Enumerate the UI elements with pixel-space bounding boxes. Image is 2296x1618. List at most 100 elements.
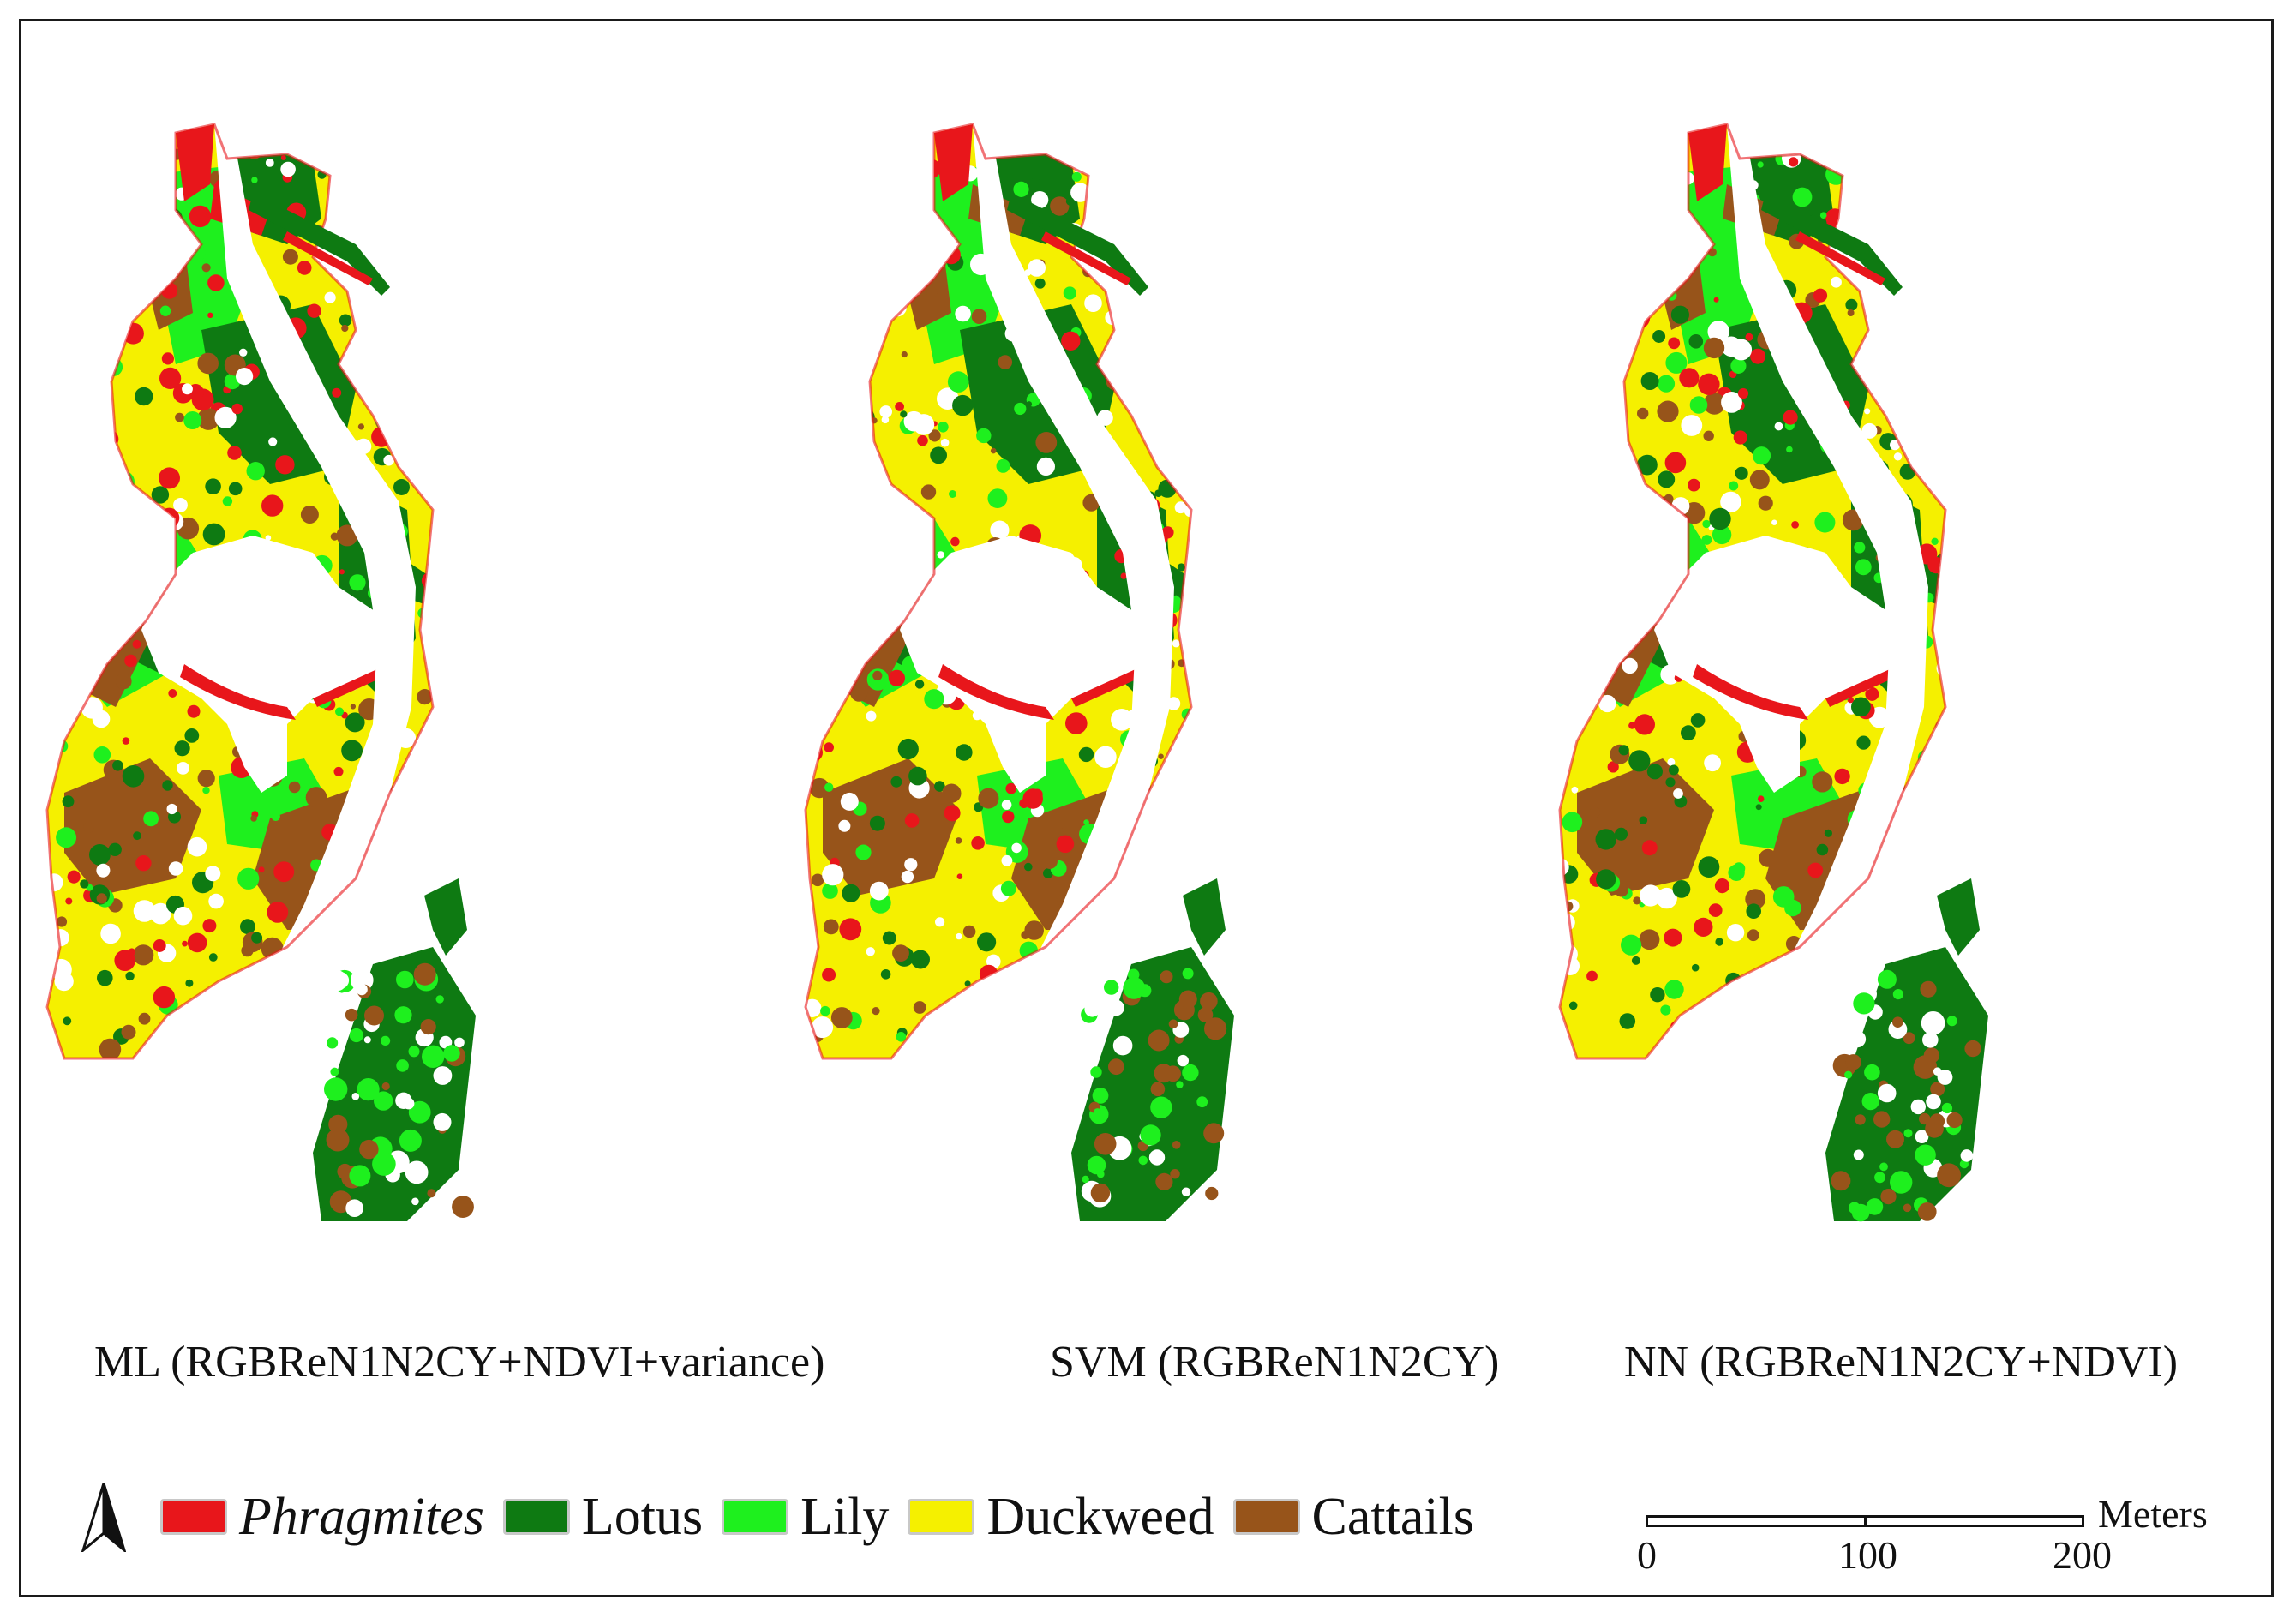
- map-speckle: [197, 408, 219, 430]
- map-speckle: [850, 684, 868, 702]
- map-speckle: [950, 536, 960, 547]
- map-speckle: [135, 855, 152, 872]
- map-speckle: [1647, 247, 1668, 267]
- map-speckle: [869, 587, 878, 597]
- map-speckle: [1638, 624, 1647, 633]
- map-speckle: [1886, 1130, 1904, 1148]
- map-speckle: [1641, 840, 1658, 856]
- phragmites-fringe: [938, 664, 1054, 720]
- map-speckle: [326, 970, 347, 992]
- map-speckle: [1663, 196, 1670, 204]
- map-speckle: [1853, 992, 1875, 1015]
- map-speckle: [1193, 249, 1203, 260]
- map-speckle: [1560, 944, 1578, 965]
- map-speckle: [122, 765, 145, 788]
- legend-item-lotus: Lotus: [502, 1487, 703, 1548]
- map-speckle: [1154, 1064, 1173, 1083]
- legend-item-cattails: Cattails: [1232, 1487, 1474, 1548]
- map-speckle: [1150, 1096, 1172, 1118]
- map-speckle: [906, 159, 919, 172]
- map-speckle: [47, 541, 59, 554]
- map-speckle: [815, 629, 823, 637]
- map-speckle: [328, 1114, 348, 1134]
- map-speckle: [1920, 279, 1941, 301]
- map-speckle: [1713, 297, 1719, 303]
- map-speckle: [414, 335, 433, 356]
- scale-bar-track: [1646, 1515, 2084, 1527]
- map-speckle: [323, 1011, 339, 1028]
- map-speckle: [1897, 129, 1912, 145]
- map-speckle: [1648, 564, 1665, 580]
- map-speckle: [1937, 1163, 1961, 1188]
- map-speckle: [1745, 889, 1766, 909]
- map-speckle: [1070, 183, 1090, 202]
- classification-map: [1558, 123, 1988, 1222]
- map-speckle: [1703, 393, 1725, 415]
- map-speckle: [1728, 1045, 1743, 1058]
- map-speckle: [418, 140, 424, 146]
- map-speckle: [1792, 187, 1813, 207]
- map-speckle: [392, 321, 405, 335]
- map-speckle: [138, 1012, 151, 1025]
- map-speckle: [128, 948, 136, 956]
- map-speckle: [1590, 470, 1603, 483]
- map-speckle: [1916, 320, 1924, 327]
- map-speckle: [1652, 330, 1666, 343]
- map-speckle: [1639, 929, 1660, 950]
- map-speckle: [149, 211, 159, 221]
- map-speckle: [115, 673, 132, 690]
- map-speckle: [1755, 804, 1762, 811]
- map-speckle: [866, 179, 880, 192]
- map-speckle: [1951, 130, 1956, 135]
- legend-label-lily: Lily: [800, 1487, 890, 1546]
- map-speckle: [143, 811, 159, 827]
- map-speckle: [274, 1027, 291, 1044]
- map-speckle: [427, 410, 433, 430]
- map-panel-svm: [788, 107, 1500, 1307]
- map-speckle: [1939, 264, 1945, 275]
- map-speckle: [1737, 387, 1749, 399]
- map-speckle: [402, 1097, 415, 1110]
- map-speckle: [1589, 806, 1600, 818]
- map-speckle: [239, 348, 248, 357]
- map-speckle: [251, 932, 263, 944]
- map-speckle: [82, 505, 97, 520]
- map-speckle: [888, 669, 905, 686]
- map-speckle: [955, 837, 962, 844]
- map-speckle: [955, 305, 971, 322]
- map-speckle: [1038, 1042, 1059, 1058]
- map-speckle: [1864, 1064, 1880, 1081]
- map-speckle: [830, 425, 842, 438]
- map-speckle: [99, 1038, 122, 1058]
- map-speckle: [280, 161, 296, 177]
- map-speckle: [1088, 1039, 1100, 1050]
- map-speckle: [133, 900, 156, 922]
- map-speckle: [1893, 452, 1903, 461]
- map-speckle: [890, 776, 902, 788]
- map-speckle: [411, 335, 418, 343]
- map-speckle: [1151, 860, 1161, 870]
- map-speckle: [1707, 321, 1729, 343]
- map-speckle: [1855, 1114, 1866, 1125]
- map-speckle: [1148, 1029, 1170, 1052]
- phragmites-region: [1688, 124, 1727, 201]
- map-speckle: [1050, 196, 1070, 216]
- map-speckle: [1628, 307, 1651, 329]
- map-speckle: [349, 574, 366, 591]
- map-speckle: [1746, 903, 1761, 919]
- map-speckle: [207, 274, 225, 291]
- map-speckle: [971, 836, 985, 850]
- map-speckle: [1758, 495, 1773, 511]
- map-speckle: [335, 707, 344, 716]
- map-speckle: [1853, 1149, 1864, 1160]
- map-speckle: [1578, 351, 1593, 366]
- map-speckle: [926, 286, 938, 298]
- map-speckle: [1701, 535, 1712, 545]
- map-speckle: [1568, 1001, 1578, 1010]
- map-speckle: [868, 138, 875, 145]
- map-speckle: [271, 812, 280, 821]
- map-speckle: [885, 229, 899, 243]
- map-speckle: [1597, 205, 1613, 221]
- map-speckle: [1618, 151, 1628, 160]
- map-speckle: [47, 673, 54, 686]
